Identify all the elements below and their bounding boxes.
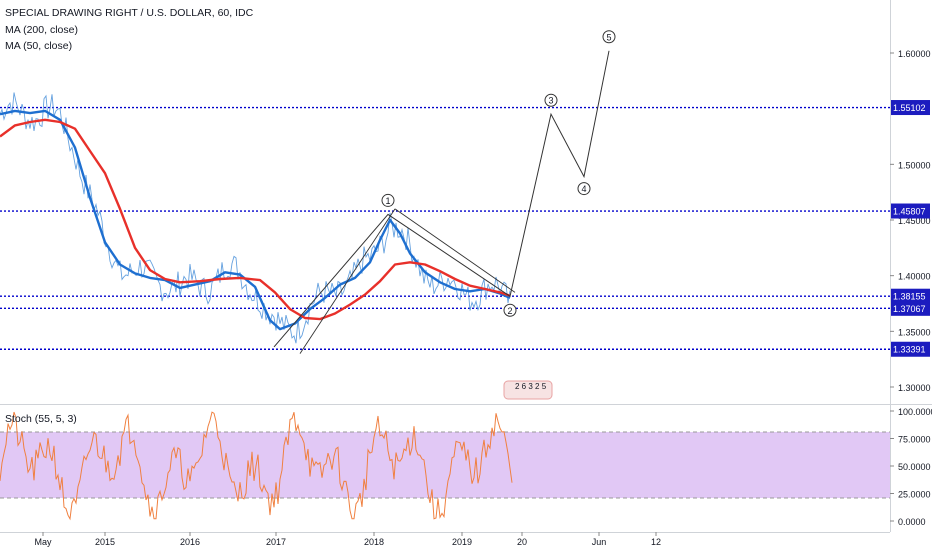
price-tick-label: 1.40000 xyxy=(898,272,931,282)
level-price-label: 1.37067 xyxy=(893,304,926,314)
level-price-badge xyxy=(891,288,930,304)
level-price-badge xyxy=(891,100,930,116)
level-price-label: 1.33391 xyxy=(893,345,926,355)
time-tick-label: May xyxy=(34,537,52,547)
horizontal-levels: 1.55102 1.45807 1.38155 1.37067 1.33391 xyxy=(0,100,930,357)
time-tick-label: 2018 xyxy=(364,537,384,547)
wave-label-circle xyxy=(381,193,395,207)
ma50-legend[interactable]: MA (50, close) xyxy=(5,40,73,52)
wave-label-circle xyxy=(503,303,517,317)
wave-label-5: 5 xyxy=(606,32,611,42)
wave-label-1: 1 xyxy=(385,196,390,206)
time-tick-label: 2019 xyxy=(452,537,472,547)
price-tick-label: 1.30000 xyxy=(898,383,931,393)
ma200-line xyxy=(0,118,511,321)
stoch-line xyxy=(0,411,513,521)
level-price-badge xyxy=(891,341,930,357)
time-tick-label: 2016 xyxy=(180,537,200,547)
wave-label-circle xyxy=(577,182,591,196)
events-badge-bg xyxy=(503,380,553,400)
price-tick-label: 1.35000 xyxy=(898,327,931,337)
stoch-tick-label: 50.0000 xyxy=(898,462,931,472)
price-tick-label: 1.50000 xyxy=(898,160,931,170)
time-axis[interactable]: May 2015 2016 2017 2018 2019 20 Jun 12 xyxy=(34,532,661,547)
level-price-label: 1.45807 xyxy=(893,207,926,217)
price-tick-label: 1.45000 xyxy=(898,216,931,226)
elliott-wave-annotation[interactable]: 1 2 3 4 5 xyxy=(273,30,616,354)
wave-channel-line xyxy=(299,208,396,354)
moving-averages xyxy=(0,109,511,331)
price-axis[interactable]: 1.30000 1.35000 1.40000 1.45000 1.50000 1.600… xyxy=(890,49,931,393)
level-price-label: 1.55102 xyxy=(893,103,926,113)
ma50-line xyxy=(0,109,511,331)
wave-label-3: 3 xyxy=(548,96,553,106)
wave-path xyxy=(273,50,610,348)
stoch-band xyxy=(0,432,890,498)
events-badge[interactable]: 2 6 3 2 5 xyxy=(503,380,553,400)
stoch-label[interactable]: Stoch (55, 5, 3) xyxy=(5,413,77,425)
time-tick-label: 2015 xyxy=(95,537,115,547)
wave-label-circle xyxy=(544,93,558,107)
price-tick-label: 1.60000 xyxy=(898,49,931,59)
time-tick-label: 20 xyxy=(517,537,527,547)
stoch-series xyxy=(0,411,513,521)
wave-label-4: 4 xyxy=(581,184,586,194)
time-tick-label: 12 xyxy=(651,537,661,547)
level-price-badge xyxy=(891,300,930,316)
wave-label-2: 2 xyxy=(507,306,512,316)
level-price-label: 1.38155 xyxy=(893,292,926,302)
ma200-legend[interactable]: MA (200, close) xyxy=(5,24,78,36)
stoch-tick-label: 75.0000 xyxy=(898,435,931,445)
wave-label-circle xyxy=(602,30,616,44)
stoch-tick-label: 0.0000 xyxy=(898,517,926,527)
level-price-badge xyxy=(891,203,930,219)
stoch-tick-label: 100.0000 xyxy=(898,407,932,417)
time-tick-label: 2017 xyxy=(266,537,286,547)
stoch-tick-label: 25.0000 xyxy=(898,490,931,500)
time-tick-label: Jun xyxy=(592,537,607,547)
events-badge-text: 2 6 3 2 5 xyxy=(515,382,547,391)
symbol-title[interactable]: SPECIAL DRAWING RIGHT / U.S. DOLLAR, 60,… xyxy=(5,7,254,19)
stoch-axis[interactable]: 100.0000 75.0000 50.0000 25.0000 0.0000 xyxy=(890,407,932,527)
wave-channel-line xyxy=(394,208,516,293)
